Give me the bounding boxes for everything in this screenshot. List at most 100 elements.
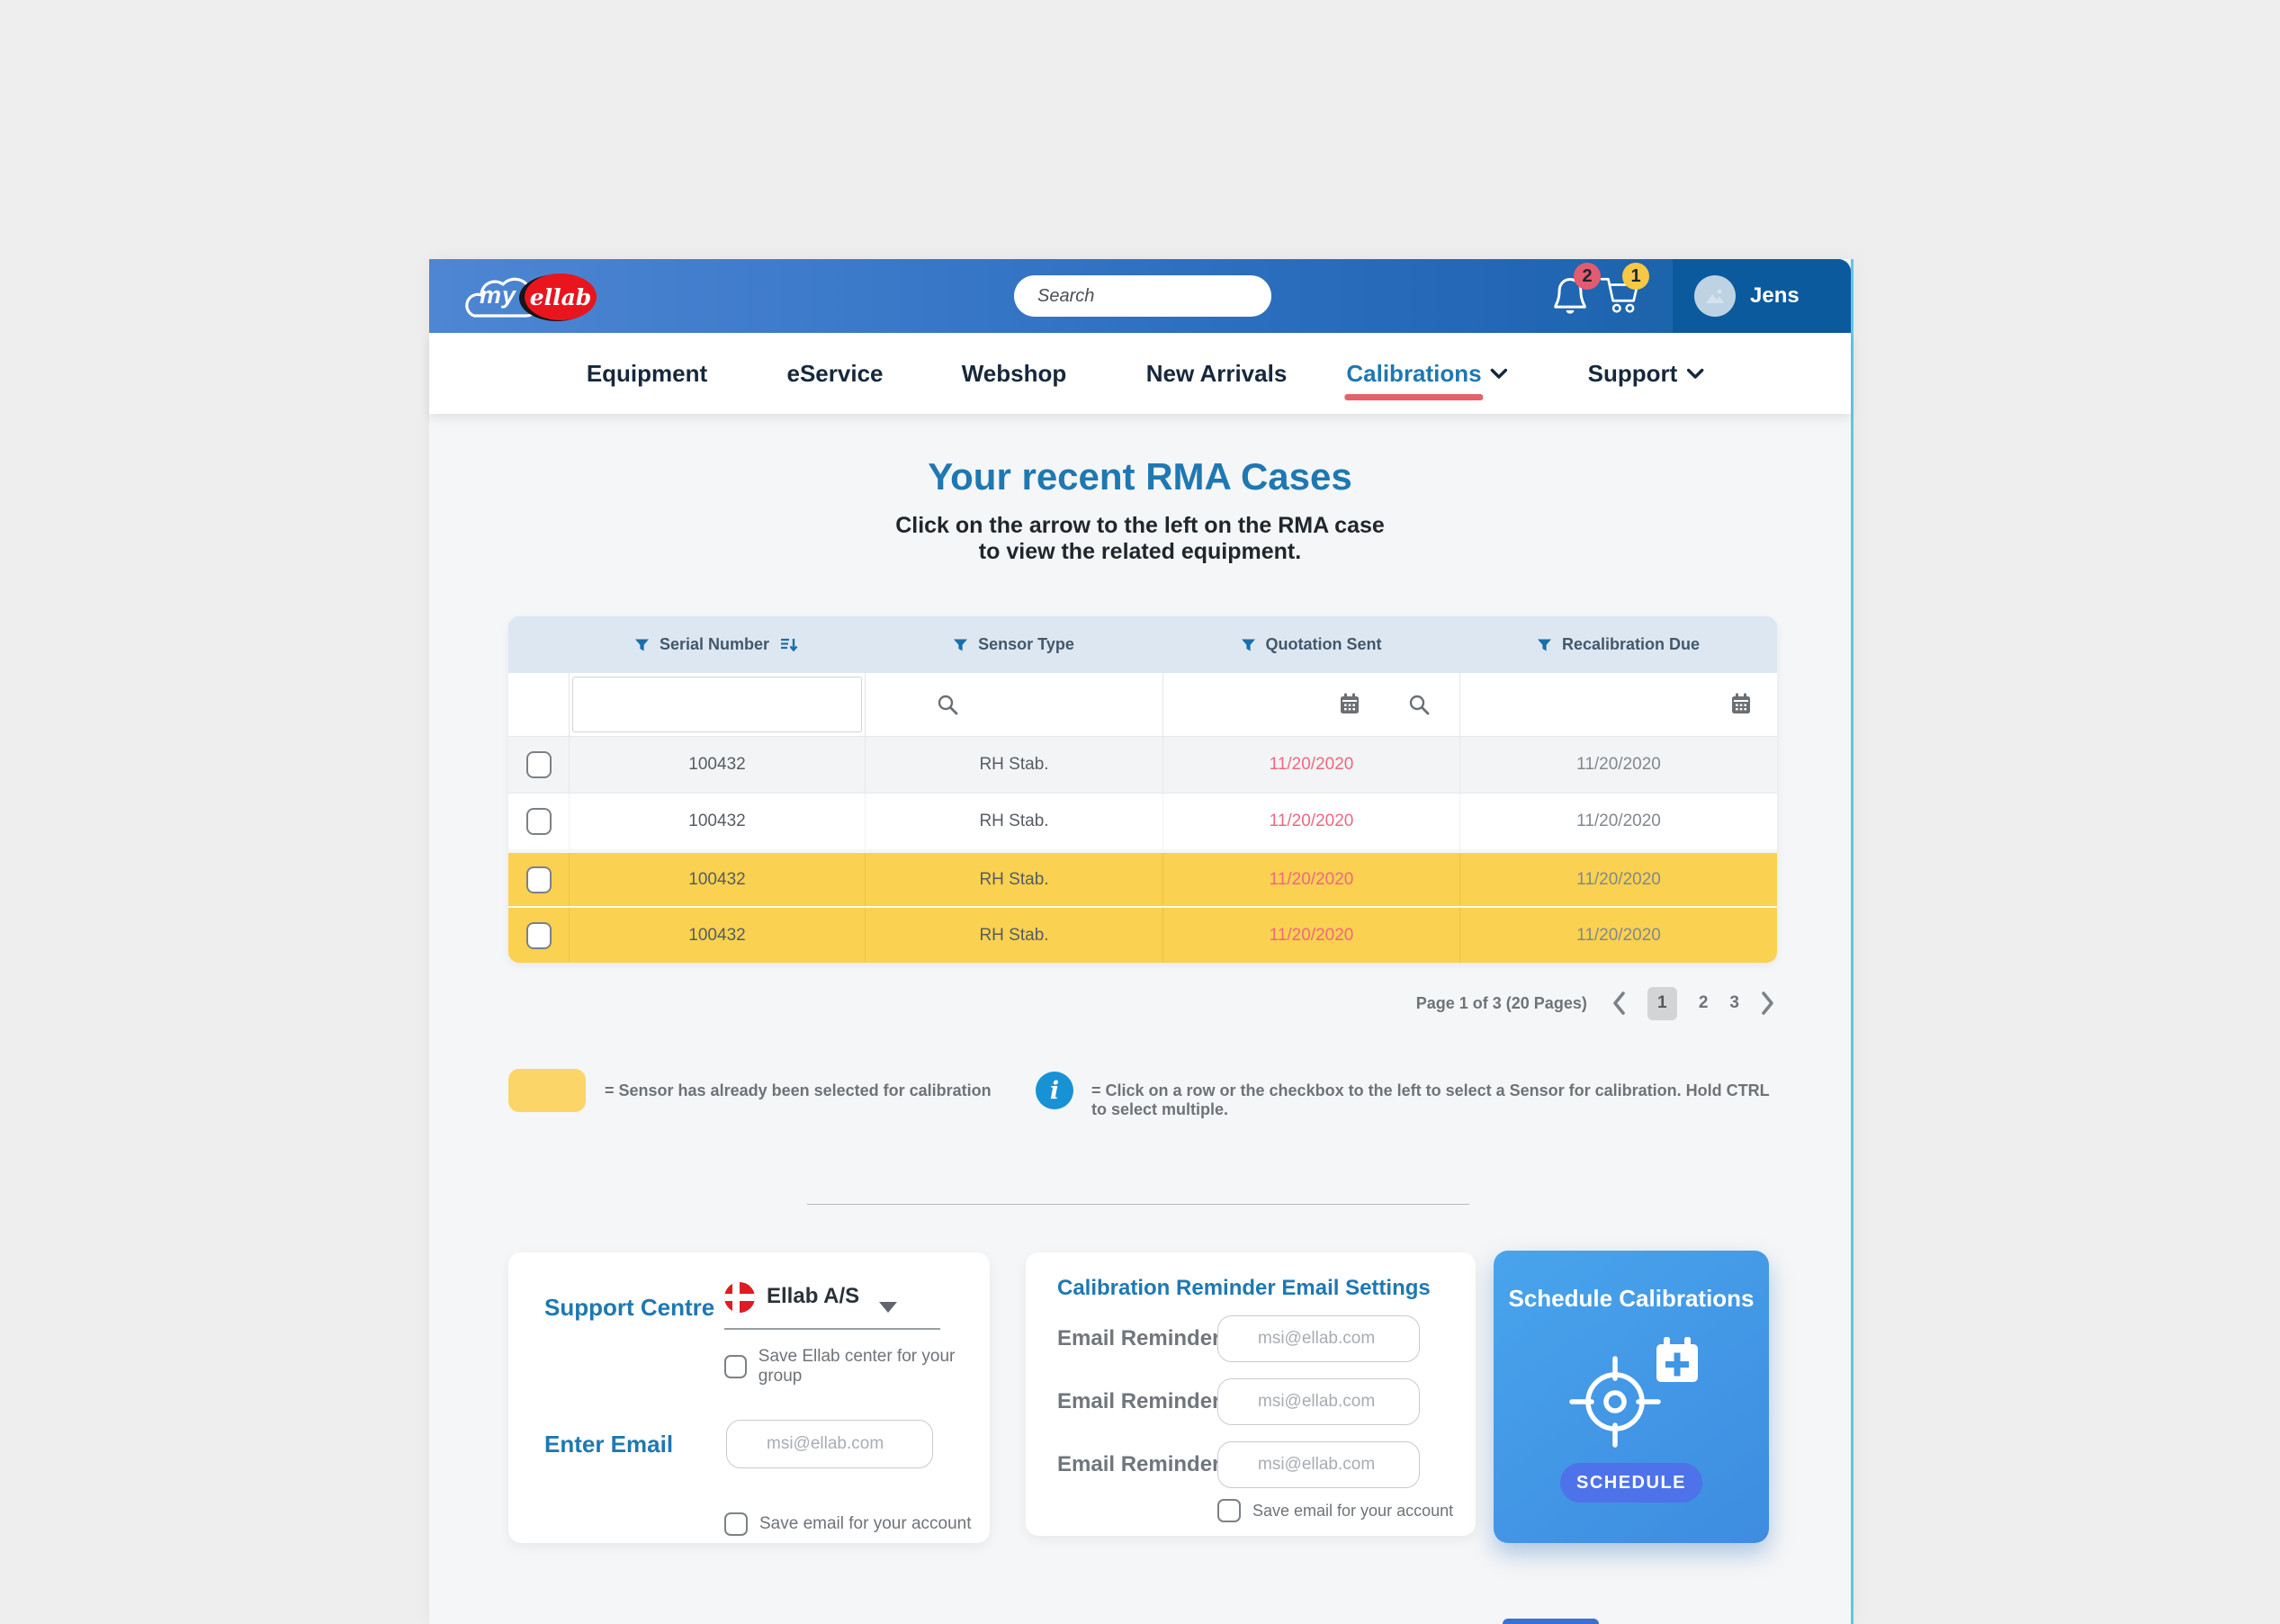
nav-item-support[interactable]: Support xyxy=(1588,333,1704,414)
logo-text-ellab: ellab xyxy=(529,283,592,310)
reminder-settings-card: Calibration Reminder Email Settings Emai… xyxy=(1026,1252,1476,1536)
nav-item-calibrations[interactable]: Calibrations xyxy=(1344,333,1508,414)
cell-recalibration-due: 11/20/2020 xyxy=(1459,794,1777,849)
page-number-1[interactable]: 1 xyxy=(1647,986,1677,1020)
info-icon: i xyxy=(1036,1072,1073,1109)
schedule-button[interactable]: SCHEDULE xyxy=(1560,1463,1702,1503)
nav-item-eservice[interactable]: eService xyxy=(787,333,884,414)
row-checkbox[interactable] xyxy=(525,751,552,778)
row-checkbox-cell xyxy=(508,853,569,906)
chevron-down-icon xyxy=(1490,368,1508,379)
filter-icon xyxy=(954,639,968,650)
search-icon[interactable] xyxy=(1407,693,1431,716)
email-reminder-input-2[interactable] xyxy=(1217,1378,1420,1425)
user-panel[interactable]: Jens xyxy=(1673,259,1851,333)
column-header-serial-number[interactable]: Serial Number xyxy=(569,616,865,673)
schedule-calibrations-card: Schedule Calibrations xyxy=(1494,1251,1769,1543)
save-email-row: Save email for your account xyxy=(1217,1499,1453,1522)
cell-quotation-sent: 11/20/2020 xyxy=(1162,908,1459,963)
column-header-recalibration-due[interactable]: Recalibration Due xyxy=(1459,616,1777,673)
search-input[interactable] xyxy=(1037,285,1279,307)
app-content: my ellab 2 xyxy=(429,259,1854,1624)
column-label: Serial Number xyxy=(659,635,770,653)
cell-quotation-sent: 11/20/2020 xyxy=(1162,737,1459,793)
filter-serial-number xyxy=(569,673,865,736)
save-group-row: Save Ellab center for your group xyxy=(724,1347,990,1386)
cart-button[interactable]: 1 xyxy=(1599,263,1649,321)
row-checkbox-cell xyxy=(508,737,569,793)
email-reminder-input-3[interactable] xyxy=(1217,1441,1420,1488)
calendar-icon[interactable] xyxy=(1339,693,1360,716)
yellow-legend-swatch xyxy=(508,1069,586,1112)
filter-icon xyxy=(634,639,649,650)
cell-serial: 100432 xyxy=(569,908,865,963)
page-number-2[interactable]: 2 xyxy=(1698,993,1709,1012)
logo-oval: ellab xyxy=(525,274,597,320)
subtitle-line-1: Click on the arrow to the left on the RM… xyxy=(895,513,1385,538)
select-caret-icon[interactable] xyxy=(879,1302,897,1313)
nav-label: Equipment xyxy=(586,359,708,387)
nav-item-new-arrivals[interactable]: New Arrivals xyxy=(1146,333,1288,414)
nav-label: New Arrivals xyxy=(1145,359,1288,387)
sort-icon xyxy=(781,638,798,651)
calendar-plus-icon xyxy=(1656,1337,1698,1382)
cell-quotation-sent: 11/20/2020 xyxy=(1162,794,1459,849)
email-reminder-label: Email Reminder 1 xyxy=(1057,1326,1239,1350)
cell-serial: 100432 xyxy=(569,794,865,849)
main-nav: Equipment eService Webshop New Arrivals … xyxy=(429,333,1851,414)
calibration-target-icon xyxy=(1559,1337,1703,1460)
subtitle-line-2: to view the related equipment. xyxy=(978,539,1302,564)
avatar-image-icon xyxy=(1706,289,1724,303)
email-reminder-input-1[interactable] xyxy=(1217,1315,1420,1362)
save-email-checkbox[interactable] xyxy=(724,1512,748,1536)
nav-item-webshop[interactable]: Webshop xyxy=(962,333,1067,414)
page-number-3[interactable]: 3 xyxy=(1729,993,1739,1012)
avatar xyxy=(1694,275,1736,317)
myellab-logo[interactable]: my ellab xyxy=(453,267,597,325)
calendar-icon[interactable] xyxy=(1730,693,1752,716)
pagination: Page 1 of 3 (20 Pages) 1 2 3 xyxy=(1416,986,1774,1020)
save-group-checkbox[interactable] xyxy=(724,1355,747,1378)
row-checkbox[interactable] xyxy=(525,866,552,893)
cell-sensor-type: RH Stab. xyxy=(865,794,1162,849)
select-underline xyxy=(724,1328,940,1330)
previous-page-button[interactable] xyxy=(1612,991,1626,1015)
page-subtitle: Click on the arrow to the left on the RM… xyxy=(429,513,1851,565)
support-centre-select[interactable]: Ellab A/S xyxy=(767,1284,860,1308)
pagination-summary: Page 1 of 3 (20 Pages) xyxy=(1415,993,1587,1012)
search-icon[interactable] xyxy=(936,693,959,716)
nav-item-equipment[interactable]: Equipment xyxy=(587,333,707,414)
notifications-badge: 2 xyxy=(1574,263,1601,290)
support-email-input[interactable] xyxy=(726,1420,933,1468)
column-header-sensor-type[interactable]: Sensor Type xyxy=(865,616,1162,673)
nav-label: Webshop xyxy=(961,359,1067,387)
cell-recalibration-due: 11/20/2020 xyxy=(1459,853,1777,906)
save-email-checkbox[interactable] xyxy=(1217,1499,1241,1522)
nav-label: Support xyxy=(1587,359,1678,387)
table-header-row: Serial Number Sensor Type xyxy=(508,616,1777,673)
table-row-highlighted[interactable]: 100432 RH Stab. 11/20/2020 11/20/2020 xyxy=(508,849,1777,906)
top-header: my ellab 2 xyxy=(429,259,1851,333)
save-group-label: Save Ellab center for your group xyxy=(758,1347,956,1386)
table-row[interactable]: 100432 RH Stab. 11/20/2020 11/20/2020 xyxy=(508,736,1777,793)
schedule-card-title: Schedule Calibrations xyxy=(1508,1285,1755,1312)
rma-cases-table: Serial Number Sensor Type xyxy=(508,616,1777,963)
row-checkbox[interactable] xyxy=(525,808,552,835)
next-page-button[interactable] xyxy=(1761,991,1774,1015)
email-reminder-label: Email Reminder 1 xyxy=(1057,1452,1239,1476)
nav-label: Calibrations xyxy=(1344,359,1484,400)
row-checkbox[interactable] xyxy=(525,921,552,949)
notifications-button[interactable]: 2 xyxy=(1552,263,1601,321)
table-row-highlighted[interactable]: 100432 RH Stab. 11/20/2020 11/20/2020 xyxy=(508,906,1777,963)
column-header-quotation-sent[interactable]: Quotation Sent xyxy=(1162,616,1459,673)
serial-number-filter-input[interactable] xyxy=(572,677,862,732)
row-checkbox-cell xyxy=(508,794,569,849)
row-checkbox-cell xyxy=(508,908,569,963)
section-divider xyxy=(807,1204,1469,1205)
cutoff-button-fragment[interactable] xyxy=(1503,1619,1599,1624)
table-row[interactable]: 100432 RH Stab. 11/20/2020 11/20/2020 xyxy=(508,793,1777,849)
page-title: Your recent RMA Cases xyxy=(928,455,1352,498)
filter-quotation-sent xyxy=(1162,673,1459,736)
save-email-label: Save email for your account xyxy=(1252,1501,1454,1520)
filter-icon xyxy=(1537,639,1551,650)
